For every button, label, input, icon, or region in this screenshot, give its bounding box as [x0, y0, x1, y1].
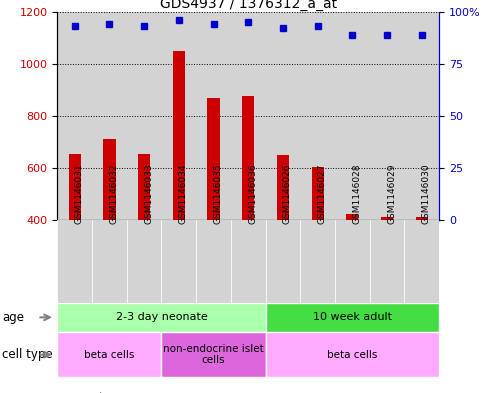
Bar	[404, 220, 439, 303]
Bar	[57, 220, 92, 303]
Bar	[138, 154, 150, 220]
Bar	[127, 220, 162, 303]
Text: GSM1146028: GSM1146028	[352, 164, 361, 224]
Text: GSM1146036: GSM1146036	[248, 163, 257, 224]
Bar	[57, 12, 92, 220]
Bar	[335, 12, 370, 220]
Text: GSM1146026: GSM1146026	[283, 164, 292, 224]
Text: GSM1146032: GSM1146032	[109, 164, 118, 224]
Bar	[231, 12, 265, 220]
Bar	[57, 303, 265, 332]
Bar	[69, 154, 81, 220]
Text: count: count	[72, 392, 104, 393]
Text: non-endocrine islet
cells: non-endocrine islet cells	[163, 344, 264, 365]
Bar	[196, 12, 231, 220]
Bar	[92, 220, 127, 303]
Bar	[57, 332, 162, 377]
Text: GSM1146030: GSM1146030	[422, 163, 431, 224]
Bar	[311, 167, 324, 220]
Text: GSM1146031: GSM1146031	[75, 163, 84, 224]
Bar	[346, 213, 358, 220]
Text: 10 week adult: 10 week adult	[313, 312, 392, 322]
Bar	[381, 217, 393, 220]
Bar	[300, 12, 335, 220]
Bar	[416, 217, 428, 220]
Bar	[265, 332, 439, 377]
Text: GSM1146035: GSM1146035	[214, 163, 223, 224]
Text: GSM1146027: GSM1146027	[318, 164, 327, 224]
Bar	[370, 12, 404, 220]
Bar	[162, 332, 265, 377]
Text: age: age	[2, 311, 24, 324]
Bar	[404, 12, 439, 220]
Bar	[277, 155, 289, 220]
Bar	[208, 98, 220, 220]
Bar	[265, 303, 439, 332]
Text: GSM1146034: GSM1146034	[179, 164, 188, 224]
Bar	[335, 220, 370, 303]
Text: 2-3 day neonate: 2-3 day neonate	[116, 312, 208, 322]
Text: beta cells: beta cells	[84, 350, 135, 360]
Bar	[92, 12, 127, 220]
Bar	[265, 12, 300, 220]
Text: beta cells: beta cells	[327, 350, 378, 360]
Bar	[196, 220, 231, 303]
Bar	[162, 220, 196, 303]
Bar	[173, 51, 185, 220]
Bar	[162, 12, 196, 220]
Text: GSM1146029: GSM1146029	[387, 164, 396, 224]
Bar	[231, 220, 265, 303]
Text: cell type: cell type	[2, 348, 53, 361]
Bar	[300, 220, 335, 303]
Text: GSM1146033: GSM1146033	[144, 163, 153, 224]
Title: GDS4937 / 1376312_a_at: GDS4937 / 1376312_a_at	[160, 0, 337, 11]
Bar	[370, 220, 404, 303]
Bar	[265, 220, 300, 303]
Bar	[127, 12, 162, 220]
Bar	[242, 96, 254, 220]
Bar	[103, 140, 115, 220]
